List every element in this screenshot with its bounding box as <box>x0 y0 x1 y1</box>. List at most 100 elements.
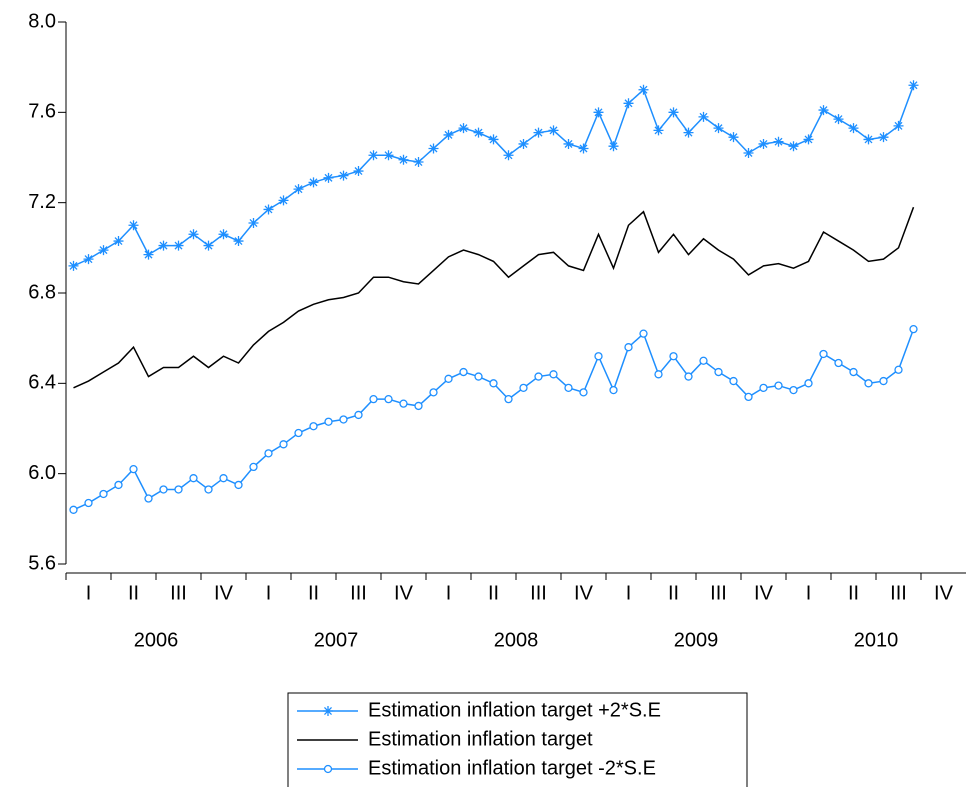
asterisk-marker <box>83 254 94 265</box>
asterisk-marker <box>818 105 829 116</box>
asterisk-marker <box>128 220 139 231</box>
x-quarter-label: IV <box>934 582 954 604</box>
asterisk-marker <box>743 147 754 158</box>
asterisk-marker <box>758 138 769 149</box>
asterisk-marker <box>533 127 544 138</box>
asterisk-marker <box>143 249 154 260</box>
asterisk-marker <box>773 136 784 147</box>
circle-marker <box>744 392 753 402</box>
circle-marker <box>99 489 108 499</box>
asterisk-marker <box>698 111 709 122</box>
asterisk-marker <box>788 141 799 152</box>
asterisk-marker <box>203 240 214 251</box>
asterisk-marker <box>323 172 334 183</box>
asterisk-marker <box>248 217 259 228</box>
circle-marker <box>669 352 678 361</box>
asterisk-marker <box>293 184 304 195</box>
asterisk-marker <box>413 157 424 168</box>
x-quarter-label: II <box>128 582 139 604</box>
x-year-label: 2009 <box>674 629 719 651</box>
circle-marker <box>219 474 228 483</box>
circle-marker <box>714 367 723 377</box>
asterisk-marker <box>623 98 634 109</box>
circle-marker <box>474 372 483 381</box>
asterisk-marker <box>563 138 574 149</box>
circle-marker <box>774 381 783 390</box>
x-quarter-label: II <box>848 582 859 604</box>
asterisk-marker <box>308 177 319 188</box>
asterisk-marker <box>218 229 229 240</box>
asterisk-marker <box>608 141 619 152</box>
circle-marker <box>414 401 423 411</box>
y-tick-label: 6.0 <box>28 462 56 484</box>
asterisk-marker <box>893 120 904 131</box>
asterisk-marker <box>668 107 679 118</box>
circle-marker <box>879 376 888 386</box>
y-tick-label: 7.2 <box>28 191 56 213</box>
circle-marker <box>159 485 168 494</box>
circle-marker <box>399 399 408 408</box>
asterisk-marker <box>473 127 484 138</box>
asterisk-marker <box>653 125 664 136</box>
asterisk-marker <box>443 129 454 140</box>
y-tick-label: 8.0 <box>28 10 56 32</box>
x-quarter-label: III <box>710 582 727 604</box>
circle-marker <box>249 462 258 472</box>
circle-marker <box>129 464 138 474</box>
circle-marker <box>864 379 873 388</box>
circle-marker <box>294 428 303 438</box>
circle-marker <box>564 383 573 393</box>
x-year-label: 2010 <box>854 629 899 651</box>
series-line <box>73 206 915 389</box>
asterisk-marker <box>428 143 439 154</box>
asterisk-marker <box>908 80 919 91</box>
asterisk-marker <box>173 240 184 251</box>
asterisk-marker <box>68 260 79 271</box>
asterisk-marker <box>503 150 514 161</box>
circle-marker <box>624 343 633 352</box>
asterisk-marker <box>398 154 409 165</box>
legend-box <box>287 692 748 787</box>
series-line <box>73 328 915 511</box>
x-quarter-label: III <box>170 582 187 604</box>
asterisk-marker <box>638 84 649 95</box>
asterisk-marker <box>863 134 874 145</box>
x-quarter-label: I <box>806 582 812 604</box>
x-quarter-label: IV <box>574 582 594 604</box>
circle-marker <box>609 385 618 395</box>
circle-marker <box>834 358 843 368</box>
asterisk-marker <box>593 107 604 118</box>
asterisk-marker <box>263 204 274 215</box>
asterisk-marker <box>803 134 814 145</box>
circle-marker <box>804 379 813 388</box>
circle-marker <box>594 352 603 361</box>
circle-marker <box>819 349 828 359</box>
circle-marker <box>789 385 798 395</box>
asterisk-marker <box>833 114 844 125</box>
asterisk-marker <box>518 138 529 149</box>
circle-marker <box>339 415 348 424</box>
legend-marker <box>323 706 333 716</box>
circle-marker <box>639 329 648 338</box>
x-quarter-label: II <box>488 582 499 604</box>
circle-marker <box>519 383 528 393</box>
asterisk-marker <box>233 236 244 247</box>
x-year-label: 2008 <box>494 629 539 651</box>
x-quarter-label: II <box>668 582 679 604</box>
circle-marker <box>279 440 288 449</box>
circle-marker <box>204 485 213 494</box>
circle-marker <box>549 370 558 379</box>
circle-marker <box>189 474 198 483</box>
circle-marker <box>459 367 468 377</box>
x-quarter-label: III <box>350 582 367 604</box>
circle-marker <box>309 422 318 431</box>
asterisk-marker <box>278 195 289 206</box>
circle-marker <box>444 374 453 383</box>
asterisk-marker <box>878 132 889 143</box>
circle-marker <box>654 370 663 379</box>
circle-marker <box>699 356 708 365</box>
asterisk-marker <box>713 123 724 134</box>
asterisk-marker <box>98 245 109 256</box>
x-quarter-label: I <box>86 582 92 604</box>
